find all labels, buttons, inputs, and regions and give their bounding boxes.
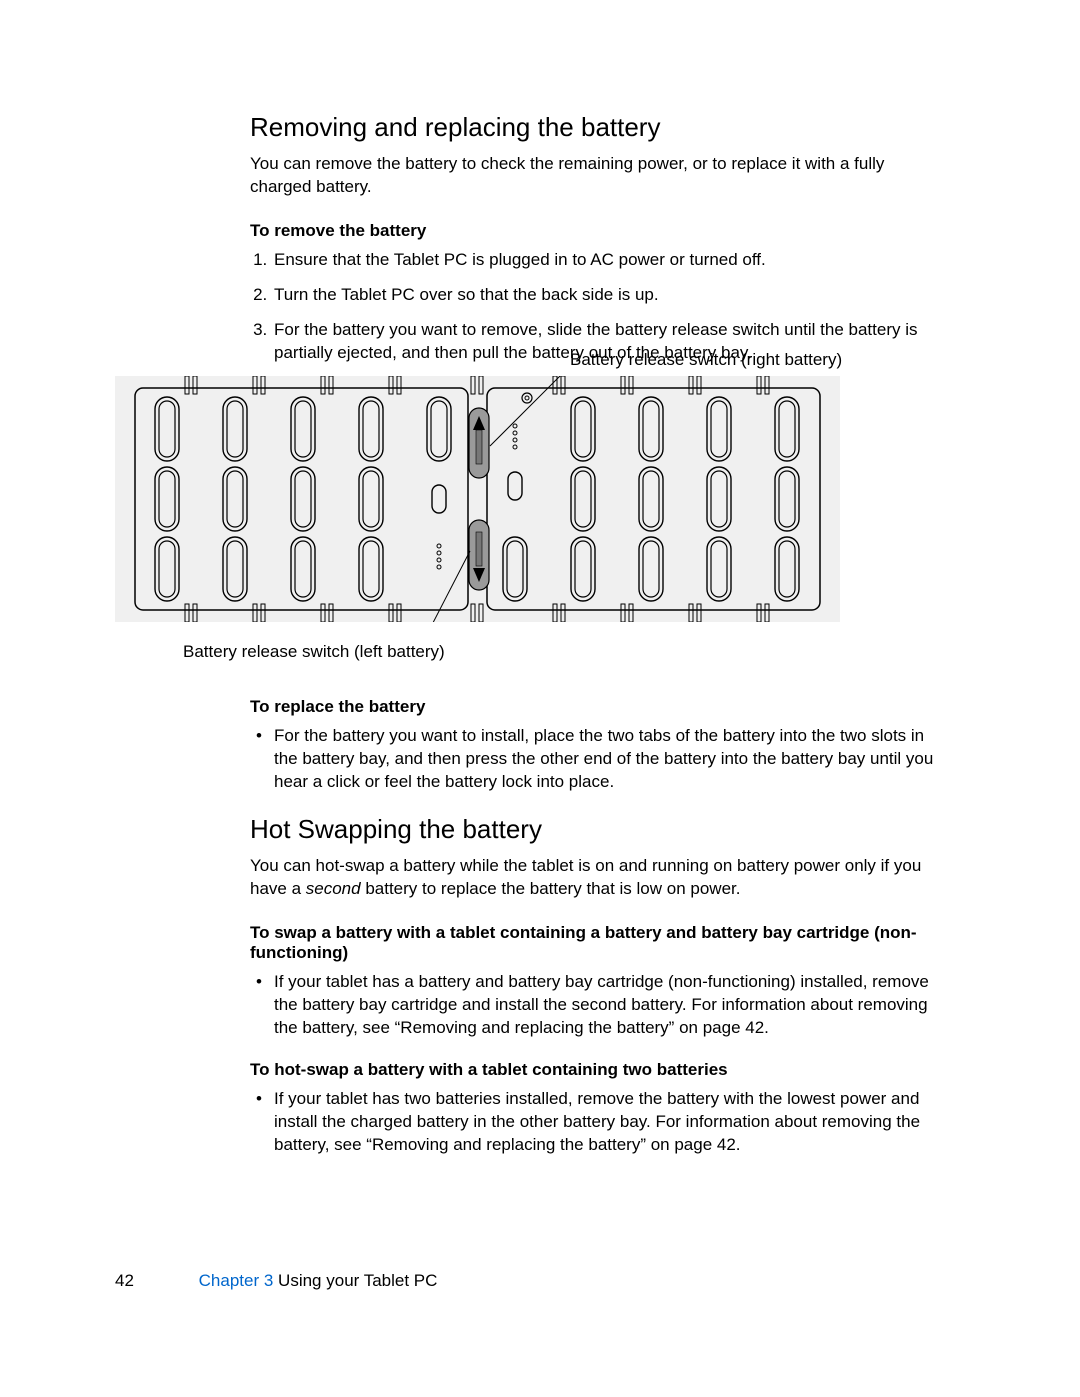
s2-intro-post: battery to replace the battery that is l…	[361, 879, 741, 898]
swap1-bullet-1: If your tablet has a battery and battery…	[272, 971, 950, 1040]
tablet-back-svg	[115, 376, 840, 622]
section1-intro: You can remove the battery to check the …	[250, 153, 950, 199]
section-heading-hotswap: Hot Swapping the battery	[250, 814, 950, 845]
release-switch-left	[469, 520, 489, 590]
replace-heading: To replace the battery	[250, 697, 950, 717]
swap1-bullets: If your tablet has a battery and battery…	[250, 971, 950, 1040]
remove-heading: To remove the battery	[250, 221, 950, 241]
page-number: 42	[115, 1271, 134, 1290]
remove-steps-list: Ensure that the Tablet PC is plugged in …	[250, 249, 950, 365]
callout-left-battery: Battery release switch (left battery)	[183, 642, 445, 662]
remove-step-1: Ensure that the Tablet PC is plugged in …	[272, 249, 950, 272]
section2-intro: You can hot-swap a battery while the tab…	[250, 855, 950, 901]
s2-intro-em: second	[306, 879, 361, 898]
swap2-bullets: If your tablet has two batteries install…	[250, 1088, 950, 1157]
swap2-heading: To hot-swap a battery with a tablet cont…	[250, 1060, 950, 1080]
replace-bullet-1: For the battery you want to install, pla…	[272, 725, 950, 794]
callout-right-battery: Battery release switch (right battery)	[570, 350, 842, 370]
section-heading-removing: Removing and replacing the battery	[250, 112, 950, 143]
remove-step-2: Turn the Tablet PC over so that the back…	[272, 284, 950, 307]
replace-bullets: For the battery you want to install, pla…	[250, 725, 950, 794]
page-footer: 42 Chapter 3 Using your Tablet PC	[115, 1271, 437, 1291]
release-switch-right	[469, 408, 489, 478]
chapter-link[interactable]: Chapter 3	[199, 1271, 274, 1290]
swap2-bullet-1: If your tablet has two batteries install…	[272, 1088, 950, 1157]
swap1-heading: To swap a battery with a tablet containi…	[250, 923, 950, 963]
chapter-rest: Using your Tablet PC	[273, 1271, 437, 1290]
